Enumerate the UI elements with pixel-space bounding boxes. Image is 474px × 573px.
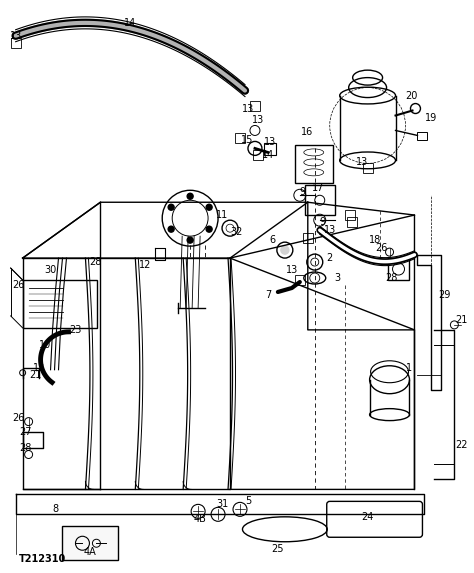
Bar — [345, 210, 355, 220]
Circle shape — [187, 237, 193, 243]
Text: 6: 6 — [270, 235, 276, 245]
Text: 28: 28 — [89, 257, 101, 267]
Text: 25: 25 — [272, 544, 284, 554]
Text: 4A: 4A — [84, 547, 97, 557]
Text: 12: 12 — [139, 260, 152, 270]
Bar — [305, 185, 335, 215]
Bar — [295, 146, 333, 183]
Text: 3: 3 — [335, 273, 341, 283]
Text: 13: 13 — [242, 104, 254, 113]
Text: 17: 17 — [311, 183, 324, 193]
Text: 22: 22 — [455, 439, 467, 450]
Text: 11: 11 — [216, 210, 228, 220]
Text: 20: 20 — [405, 91, 418, 100]
Text: 10: 10 — [39, 340, 52, 350]
Text: 23: 23 — [69, 325, 82, 335]
Circle shape — [187, 193, 193, 199]
Text: 4B: 4B — [194, 515, 207, 524]
Bar — [388, 258, 410, 280]
Text: 26: 26 — [12, 413, 25, 423]
Text: 13: 13 — [356, 158, 368, 167]
Text: 32: 32 — [231, 227, 243, 237]
Circle shape — [168, 204, 174, 210]
Bar — [264, 143, 276, 155]
Bar — [250, 100, 260, 111]
Text: 9: 9 — [319, 217, 326, 227]
Circle shape — [206, 204, 212, 210]
Text: 13: 13 — [252, 116, 264, 125]
Text: 26: 26 — [375, 243, 388, 253]
Text: 29: 29 — [438, 290, 451, 300]
Circle shape — [206, 226, 212, 232]
Circle shape — [168, 226, 174, 232]
Text: 7: 7 — [265, 290, 271, 300]
FancyBboxPatch shape — [62, 526, 118, 560]
Text: 28: 28 — [385, 273, 398, 283]
Text: T212310: T212310 — [18, 554, 66, 564]
Text: 14: 14 — [124, 18, 137, 28]
Text: 21: 21 — [455, 315, 467, 325]
Bar — [235, 134, 245, 143]
Text: 1: 1 — [406, 363, 412, 373]
Bar — [363, 163, 373, 174]
Bar — [346, 217, 356, 227]
Text: 2: 2 — [327, 253, 333, 263]
Text: 30: 30 — [45, 265, 57, 275]
Text: 14: 14 — [262, 150, 274, 160]
Text: 18: 18 — [368, 235, 381, 245]
Circle shape — [281, 246, 289, 254]
Text: 13: 13 — [324, 225, 336, 235]
Text: 21: 21 — [29, 370, 42, 380]
Text: 13: 13 — [32, 363, 45, 373]
Text: 13: 13 — [9, 31, 22, 41]
Text: 16: 16 — [301, 127, 313, 138]
Text: 26: 26 — [12, 280, 25, 290]
Text: 28: 28 — [19, 442, 32, 453]
Text: 15: 15 — [241, 135, 253, 146]
Text: 13: 13 — [264, 138, 276, 147]
Bar — [253, 150, 263, 160]
Text: 31: 31 — [216, 499, 228, 509]
Bar — [303, 233, 313, 243]
Bar — [11, 38, 21, 48]
Text: 24: 24 — [362, 512, 374, 523]
Text: 9: 9 — [300, 187, 306, 197]
Text: 8: 8 — [53, 504, 59, 515]
Bar — [295, 275, 305, 285]
Text: 5: 5 — [245, 496, 251, 507]
Bar — [418, 132, 428, 140]
Text: 19: 19 — [425, 113, 438, 124]
Text: 27: 27 — [19, 426, 32, 437]
Text: 13: 13 — [286, 265, 298, 275]
